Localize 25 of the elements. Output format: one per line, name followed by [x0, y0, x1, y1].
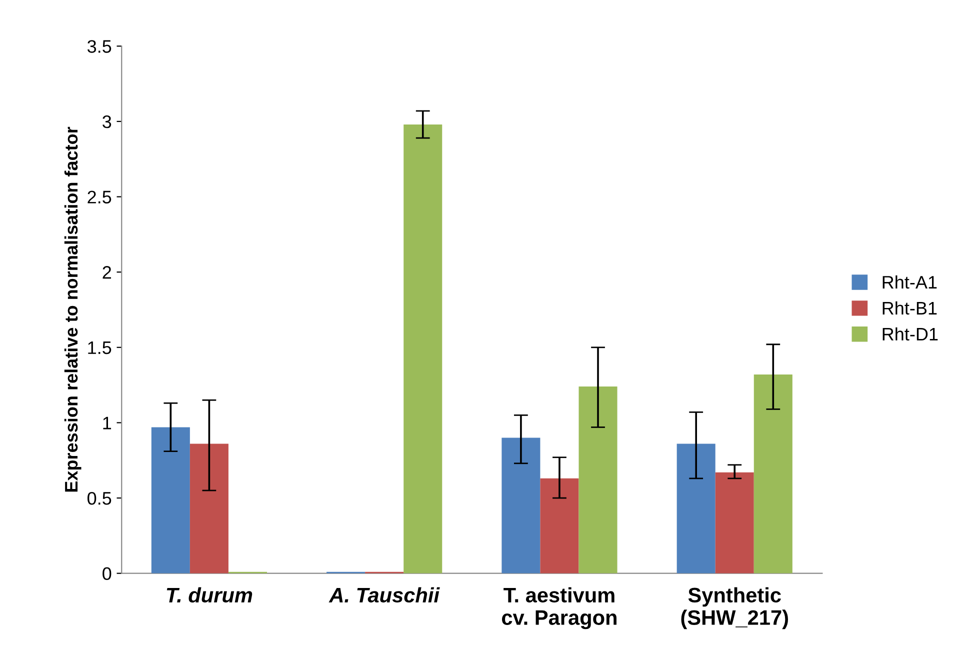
- legend-label: Rht-D1: [882, 327, 938, 341]
- y-axis-title: Expression relative to normalisation factor: [64, 126, 82, 492]
- bar: [190, 444, 228, 574]
- y-tick-label: 3.5: [87, 40, 112, 53]
- y-tick-label: 3: [102, 115, 112, 128]
- y-tick-label: 1: [103, 416, 112, 430]
- x-tick-label: T. durum: [166, 587, 252, 603]
- bar: [578, 386, 618, 574]
- y-tick-label: 2: [102, 266, 111, 279]
- bar: [404, 124, 442, 574]
- x-tick-label: T. aestivum cv. Paragon: [502, 587, 616, 630]
- legend-label: Rht-A1: [882, 275, 937, 289]
- x-tick-label: A. Tauschii: [328, 587, 440, 603]
- y-tick-label: 2.5: [88, 190, 112, 204]
- bar: [502, 438, 540, 574]
- y-tick-label: 1.5: [88, 342, 112, 354]
- y-tick-label: 0: [102, 567, 112, 580]
- legend-label: Rht-B1: [882, 301, 937, 315]
- bar: [754, 374, 792, 574]
- bar: [151, 427, 190, 574]
- bar: [715, 472, 754, 574]
- y-tick-label: 0.5: [88, 492, 112, 505]
- bar: [676, 444, 716, 574]
- bar: [540, 478, 579, 574]
- x-tick-label: Synthetic (SHW_217): [681, 587, 788, 630]
